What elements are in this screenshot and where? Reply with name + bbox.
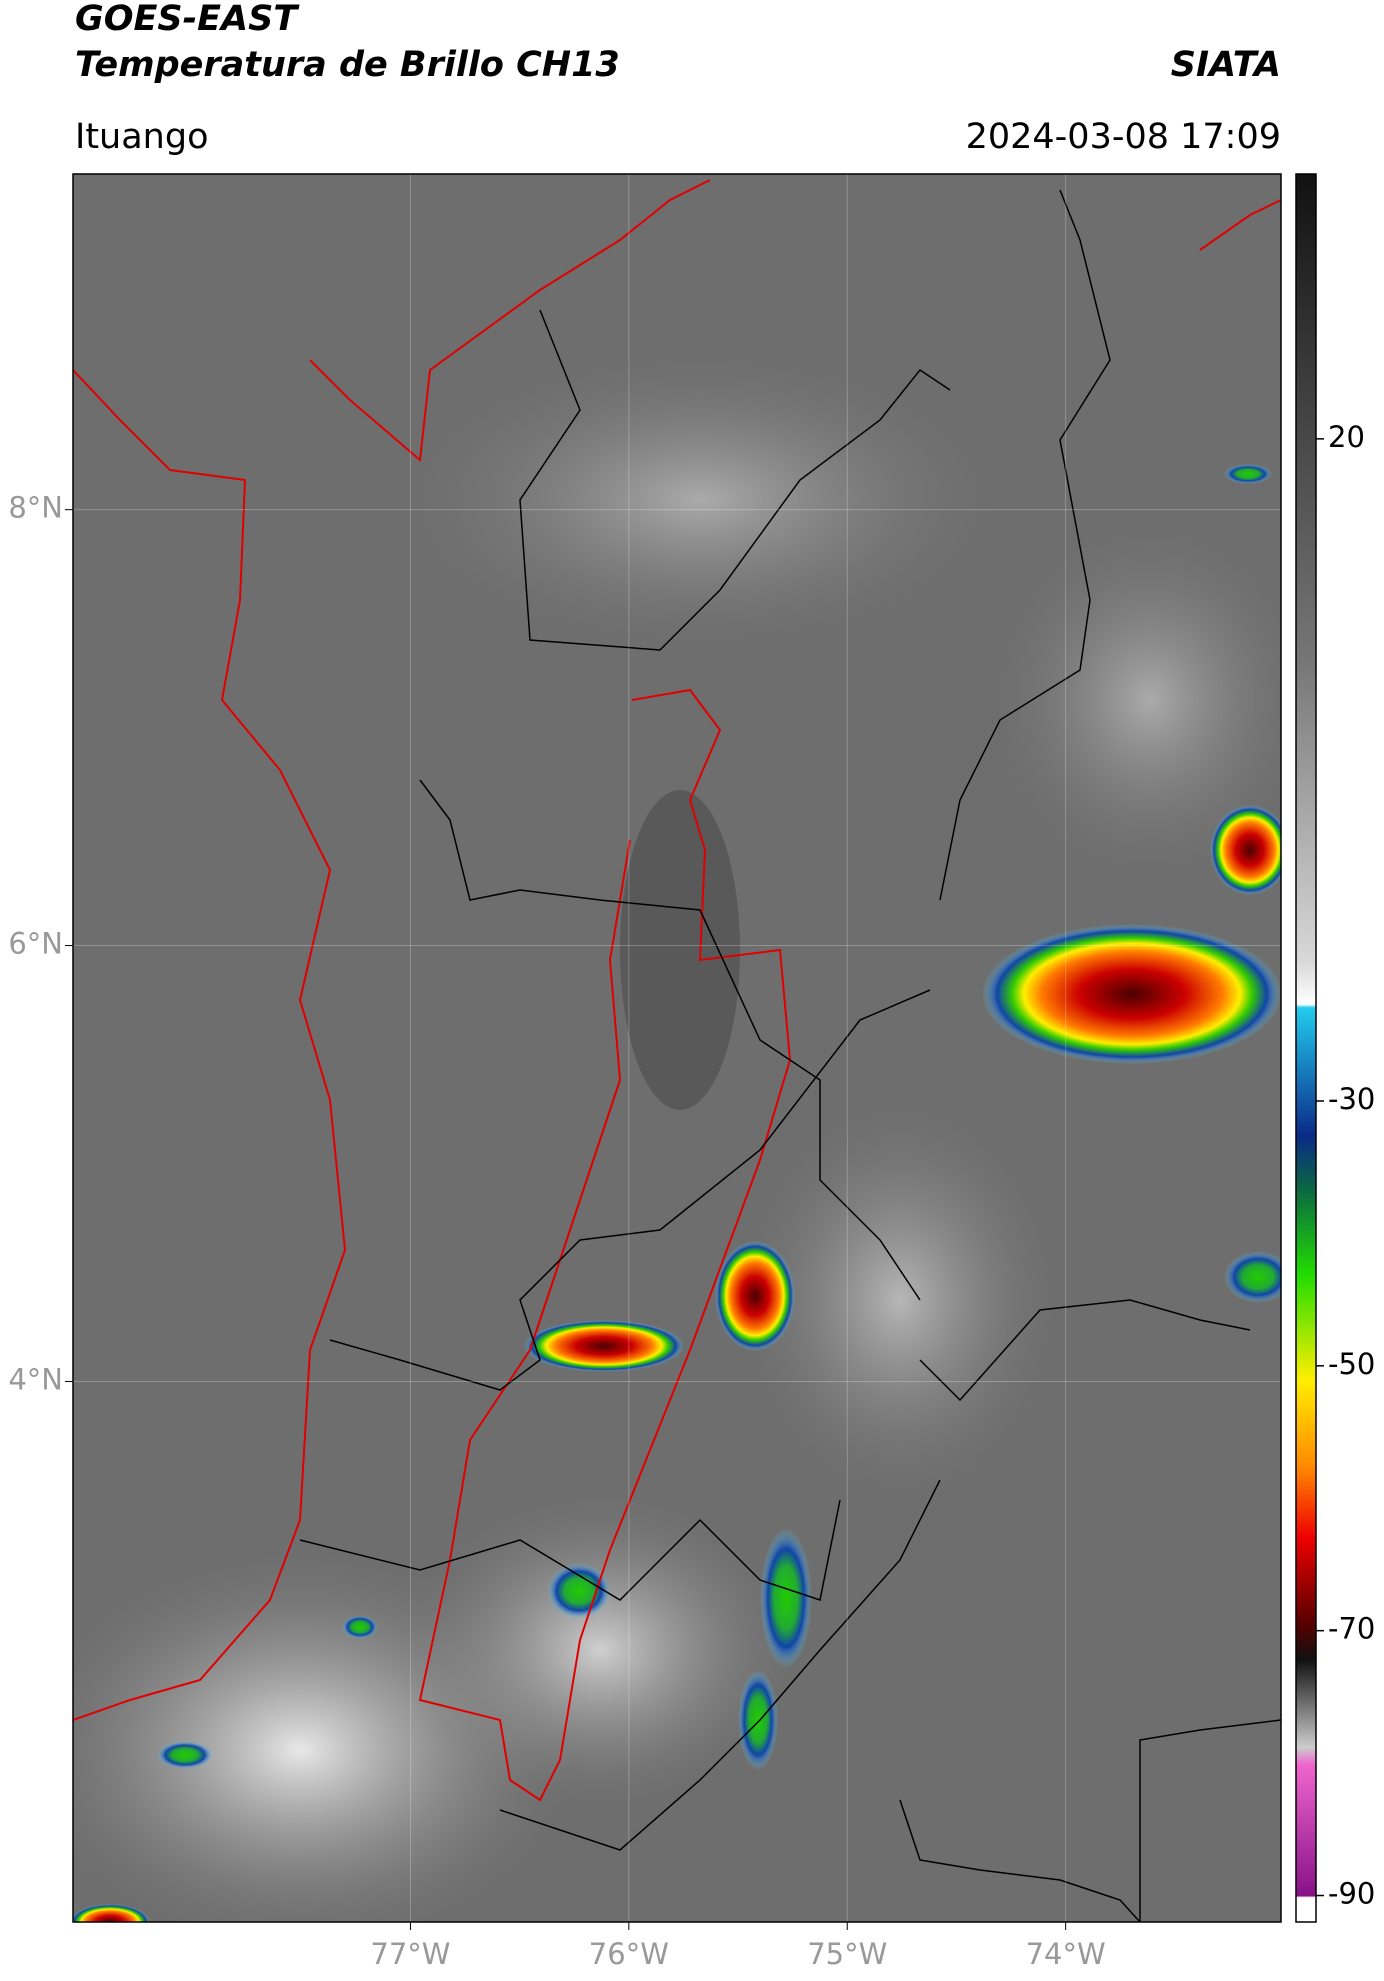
map-frame xyxy=(72,173,1282,1923)
title: GOES-EAST xyxy=(75,0,300,39)
graticule xyxy=(73,174,1281,1922)
colorbar-label: -50 xyxy=(1328,1347,1375,1381)
y-tick-label: 4°N xyxy=(8,1362,63,1396)
organization: SIATA xyxy=(1171,45,1281,85)
colorbar xyxy=(1295,173,1317,1923)
subtitle: Temperatura de Brillo CH13 xyxy=(75,45,620,85)
y-tick-label: 6°N xyxy=(8,927,63,961)
datetime: 2024-03-08 17:09 xyxy=(966,117,1281,157)
colorbar-label: -70 xyxy=(1328,1612,1375,1646)
x-tick-label: 74°W xyxy=(1026,1937,1106,1971)
colorbar-label: 20 xyxy=(1328,420,1365,454)
x-tick-label: 77°W xyxy=(370,1937,450,1971)
location: Ituango xyxy=(75,117,209,157)
x-tick-label: 76°W xyxy=(589,1937,669,1971)
colorbar-label: -30 xyxy=(1328,1082,1375,1116)
y-tick-label: 8°N xyxy=(8,491,63,525)
colorbar-label: -90 xyxy=(1328,1877,1375,1911)
satellite-image xyxy=(73,174,1281,1922)
x-tick-label: 75°W xyxy=(807,1937,887,1971)
